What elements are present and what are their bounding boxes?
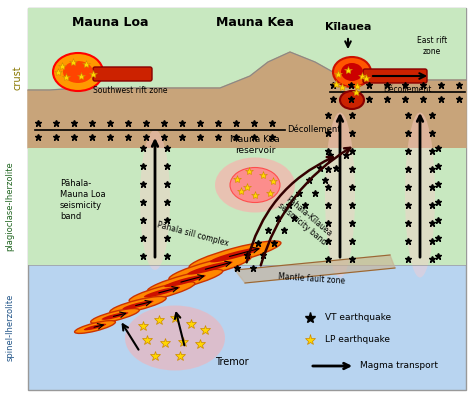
Ellipse shape bbox=[210, 248, 260, 263]
Ellipse shape bbox=[101, 312, 128, 320]
Ellipse shape bbox=[333, 57, 371, 87]
Ellipse shape bbox=[405, 113, 435, 277]
Text: Mauna Kea: Mauna Kea bbox=[216, 16, 294, 29]
Ellipse shape bbox=[187, 261, 233, 275]
Ellipse shape bbox=[129, 282, 195, 302]
Ellipse shape bbox=[140, 130, 170, 270]
Polygon shape bbox=[235, 255, 395, 283]
Text: LP earthquake: LP earthquake bbox=[325, 336, 390, 344]
Text: Pāhala sill complex: Pāhala sill complex bbox=[156, 220, 230, 248]
Ellipse shape bbox=[125, 306, 225, 371]
Text: Kīlauea: Kīlauea bbox=[325, 22, 371, 32]
Text: Décollement: Décollement bbox=[383, 85, 432, 95]
Text: Décollement: Décollement bbox=[287, 126, 340, 134]
Ellipse shape bbox=[169, 255, 251, 280]
Ellipse shape bbox=[164, 275, 206, 287]
Text: plagioclase-lherzolite: plagioclase-lherzolite bbox=[6, 161, 15, 251]
Ellipse shape bbox=[110, 296, 166, 314]
Text: Tremor: Tremor bbox=[215, 357, 249, 367]
Text: spinel-lherzolite: spinel-lherzolite bbox=[6, 293, 15, 361]
Text: Pāhala-
Mauna Loa
seismicity
band: Pāhala- Mauna Loa seismicity band bbox=[60, 179, 106, 221]
Ellipse shape bbox=[189, 241, 281, 269]
Ellipse shape bbox=[325, 113, 355, 277]
Text: East rift
zone: East rift zone bbox=[417, 36, 447, 56]
Ellipse shape bbox=[341, 63, 363, 81]
Text: VT earthquake: VT earthquake bbox=[325, 314, 391, 322]
Text: Southwest rift zone: Southwest rift zone bbox=[93, 86, 167, 95]
Ellipse shape bbox=[215, 158, 295, 213]
Ellipse shape bbox=[53, 53, 103, 91]
Polygon shape bbox=[28, 52, 466, 148]
Text: Mantle fault zone: Mantle fault zone bbox=[278, 272, 346, 286]
FancyBboxPatch shape bbox=[363, 69, 427, 83]
Text: crust: crust bbox=[13, 66, 23, 90]
Text: Mauna Kea
reservoir: Mauna Kea reservoir bbox=[230, 135, 280, 155]
Ellipse shape bbox=[63, 61, 93, 83]
Bar bbox=[28, 8, 466, 265]
Text: Magma transport: Magma transport bbox=[360, 361, 438, 371]
Text: Pāhala-Kīlauea
seismicity band: Pāhala-Kīlauea seismicity band bbox=[276, 193, 334, 247]
Ellipse shape bbox=[144, 286, 180, 297]
Ellipse shape bbox=[122, 300, 154, 310]
Ellipse shape bbox=[147, 269, 223, 292]
Text: Mauna Loa: Mauna Loa bbox=[72, 16, 148, 29]
Ellipse shape bbox=[84, 324, 106, 330]
Ellipse shape bbox=[74, 321, 115, 334]
Ellipse shape bbox=[340, 91, 364, 109]
FancyBboxPatch shape bbox=[93, 67, 152, 81]
Ellipse shape bbox=[230, 168, 280, 203]
Ellipse shape bbox=[91, 308, 139, 324]
Bar bbox=[28, 148, 466, 265]
